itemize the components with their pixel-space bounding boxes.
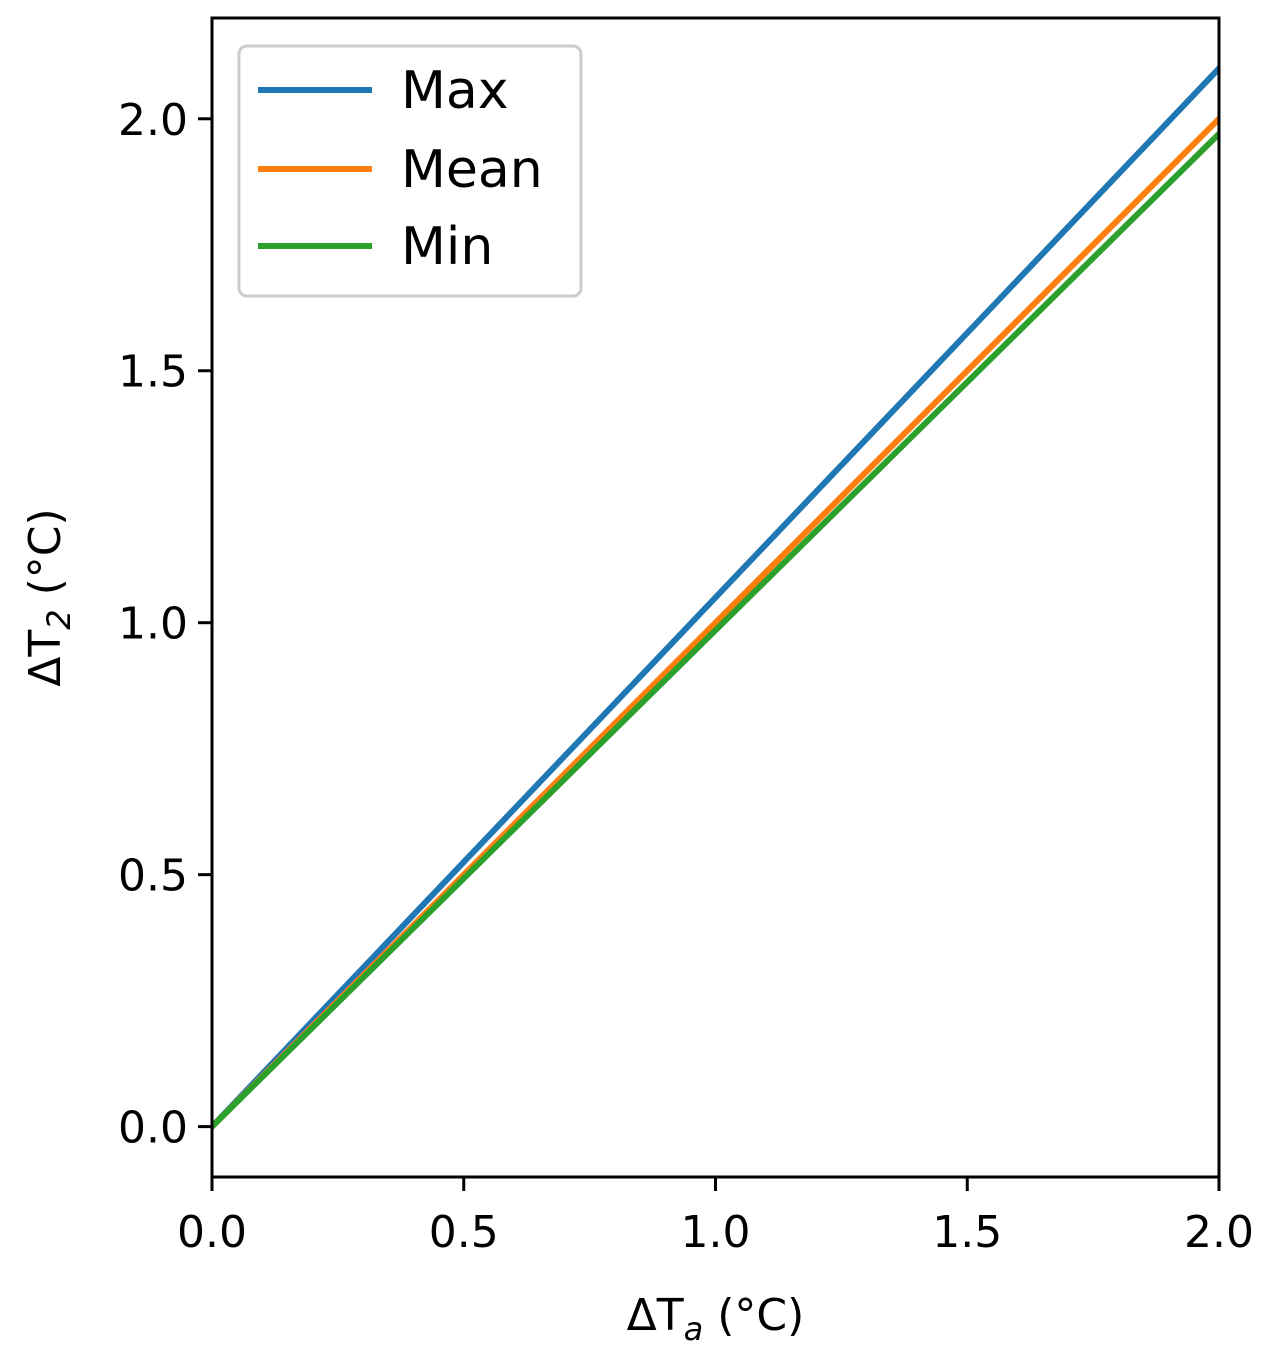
x-axis-label: ΔTa (°C) bbox=[627, 1290, 805, 1348]
series-line-max bbox=[212, 64, 1219, 1131]
x-tick-label: 0.5 bbox=[429, 1207, 499, 1258]
legend-label-mean: Mean bbox=[401, 140, 543, 200]
x-tick-label: 0.0 bbox=[177, 1207, 247, 1258]
x-axis-ticks: 0.0 0.5 1.0 1.5 2.0 bbox=[177, 1177, 1254, 1258]
series-lines bbox=[212, 64, 1219, 1131]
y-tick-label: 1.0 bbox=[118, 599, 188, 650]
legend-box bbox=[237, 44, 583, 298]
series-line-min bbox=[212, 129, 1219, 1131]
legend-label-min: Min bbox=[401, 217, 493, 277]
y-tick-label: 1.5 bbox=[118, 347, 188, 398]
x-tick-label: 1.5 bbox=[932, 1207, 1002, 1258]
x-tick-label: 2.0 bbox=[1184, 1207, 1254, 1258]
y-tick-label: 0.0 bbox=[118, 1103, 188, 1154]
legend: Max Mean Min bbox=[237, 44, 583, 298]
y-tick-label: 2.0 bbox=[118, 95, 188, 146]
y-axis-label: ΔT2 (°C) bbox=[20, 508, 78, 686]
y-axis-ticks: 0.0 0.5 1.0 1.5 2.0 bbox=[118, 95, 212, 1154]
y-tick-label: 0.5 bbox=[118, 851, 188, 902]
legend-label-max: Max bbox=[401, 61, 509, 121]
x-tick-label: 1.0 bbox=[681, 1207, 751, 1258]
